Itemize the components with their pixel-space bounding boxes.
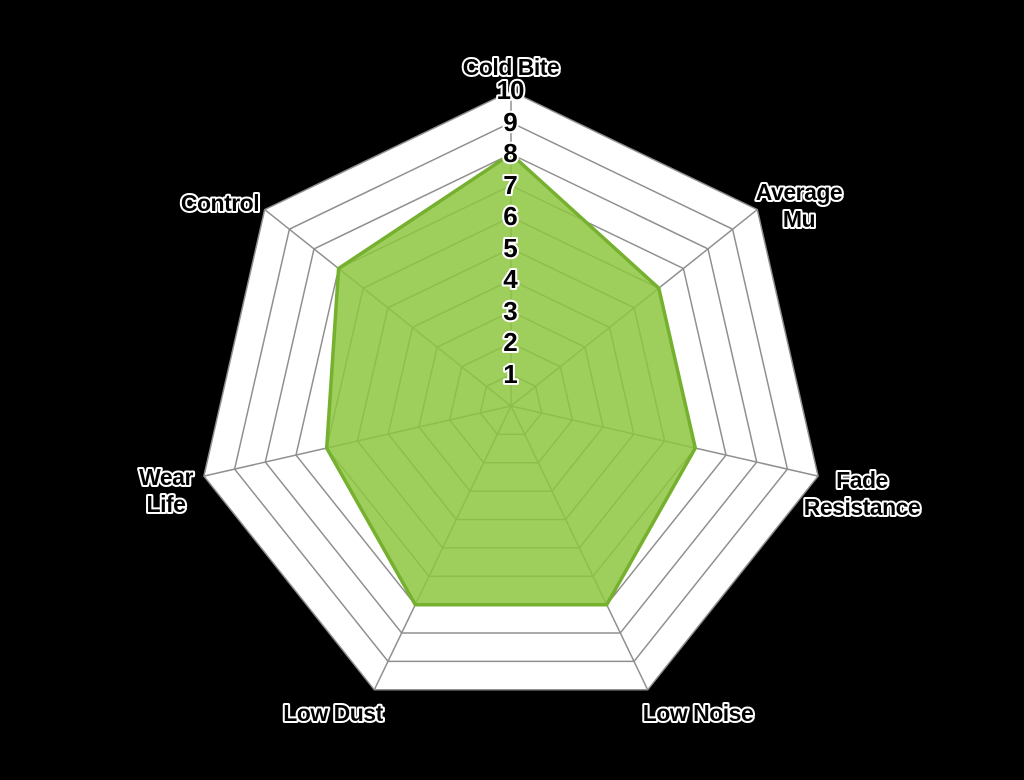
axis-label-cold-bite: Cold Bite [463,54,559,80]
ring-tick-7: 7 [503,170,517,200]
axis-label-wear-life-line1: Wear [139,464,193,490]
ring-tick-3: 3 [503,296,517,326]
ring-tick-9: 9 [503,107,517,137]
axis-label-low-dust: Low Dust [283,700,383,726]
ring-tick-1: 1 [503,359,517,389]
ring-tick-10: 10 [497,75,524,105]
ring-level-9 [233,121,789,663]
value-polygon [324,151,698,607]
axis-label-low-noise: Low Noise [643,700,754,726]
ring-tick-2: 2 [503,327,517,357]
ring-tick-8: 8 [503,138,517,168]
radar-series [324,151,698,607]
axis-label-wear-life-line2: Life [147,491,186,517]
ring-tick-6: 6 [503,201,517,231]
axis-labels: Cold Bite Average Mu Fade Resistance Low… [137,52,923,728]
axis-label-fade-resistance-line2: Resistance [804,494,920,520]
axis-label-fade-resistance-line1: Fade [836,467,888,493]
ring-level-8 [264,153,758,634]
ring-scale: 1 2 3 4 5 6 7 8 9 10 [495,73,527,391]
axis-label-average-mu-line1: Average [756,179,842,205]
axis-label-average-mu-line2: Mu [783,206,815,232]
axis-label-control: Control [181,190,259,216]
ring-tick-4: 4 [503,264,518,294]
ring-tick-5: 5 [503,233,517,263]
ring-level-10 [203,90,819,691]
